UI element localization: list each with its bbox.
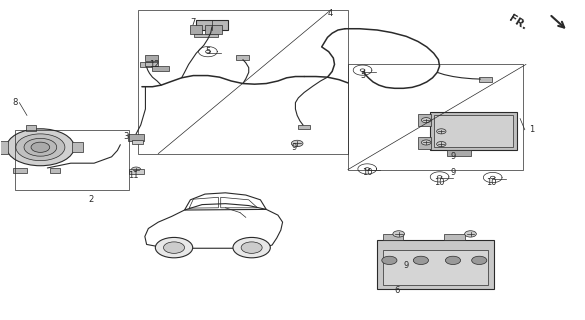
Bar: [418, 137, 431, 149]
Bar: [73, 142, 83, 152]
Bar: [50, 168, 60, 173]
Bar: [444, 234, 464, 240]
Text: 2: 2: [88, 195, 94, 204]
Bar: [190, 25, 202, 34]
Circle shape: [291, 140, 303, 147]
Text: 9: 9: [450, 168, 456, 177]
Text: 10: 10: [434, 178, 445, 187]
Bar: [132, 140, 143, 144]
Circle shape: [31, 142, 50, 152]
Circle shape: [16, 134, 65, 161]
Circle shape: [436, 141, 446, 147]
Bar: [129, 169, 144, 174]
Bar: [377, 240, 494, 289]
Text: 1: 1: [529, 125, 535, 134]
Text: 8: 8: [13, 98, 18, 107]
Bar: [13, 168, 27, 173]
Text: 9: 9: [404, 261, 409, 270]
Bar: [196, 20, 228, 30]
Bar: [479, 76, 491, 82]
Circle shape: [156, 237, 192, 258]
Bar: [138, 10, 348, 154]
Circle shape: [164, 242, 184, 253]
Bar: [434, 116, 512, 147]
Circle shape: [132, 167, 141, 172]
Circle shape: [414, 256, 428, 265]
Bar: [298, 124, 310, 129]
Circle shape: [382, 256, 397, 265]
Bar: [383, 250, 488, 285]
Text: 3: 3: [123, 132, 129, 140]
Bar: [447, 150, 470, 156]
Text: 12: 12: [149, 60, 160, 69]
Circle shape: [472, 256, 487, 265]
Bar: [236, 55, 249, 60]
Text: 7: 7: [191, 19, 196, 28]
Bar: [194, 34, 218, 37]
Text: 10: 10: [486, 178, 496, 187]
Circle shape: [393, 231, 405, 237]
Text: 10: 10: [362, 168, 373, 177]
Bar: [146, 61, 159, 66]
Text: FR.: FR.: [507, 13, 529, 32]
Bar: [146, 55, 159, 60]
Bar: [26, 125, 36, 131]
Bar: [15, 130, 129, 190]
Bar: [418, 114, 431, 126]
Circle shape: [436, 129, 446, 134]
Circle shape: [233, 237, 270, 258]
Text: 5: 5: [360, 71, 365, 80]
Bar: [205, 25, 222, 34]
Bar: [383, 234, 404, 240]
Bar: [0, 141, 8, 154]
Bar: [140, 62, 153, 67]
Bar: [429, 112, 517, 150]
Text: 5: 5: [205, 47, 211, 56]
Circle shape: [464, 231, 476, 237]
Circle shape: [445, 256, 460, 265]
Circle shape: [6, 129, 74, 166]
Text: 9: 9: [292, 143, 297, 152]
Bar: [153, 66, 169, 71]
Text: 4: 4: [328, 9, 333, 18]
Text: 9: 9: [450, 152, 456, 161]
Circle shape: [241, 242, 262, 253]
Text: 6: 6: [395, 286, 400, 295]
Bar: [128, 134, 144, 141]
Bar: [348, 64, 523, 170]
Text: 11: 11: [129, 172, 139, 180]
Circle shape: [24, 138, 57, 156]
Circle shape: [421, 140, 431, 145]
Circle shape: [421, 118, 431, 123]
